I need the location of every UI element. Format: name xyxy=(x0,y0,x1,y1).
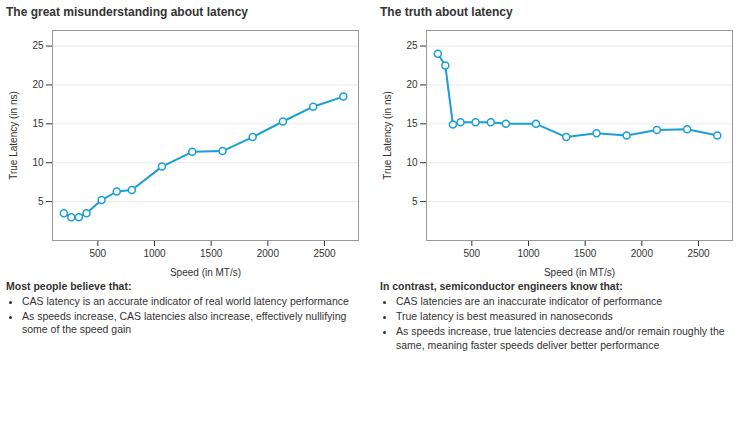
html-text:As speeds increase, CAS latenc: As speeds increase, CAS latencies also i… xyxy=(22,310,347,336)
svg-text:500: 500 xyxy=(463,248,480,259)
svg-text:1500: 1500 xyxy=(200,248,223,259)
html-text:The great misunderstanding abo: The great misunderstanding about latency xyxy=(6,5,248,19)
svg-text:5: 5 xyxy=(38,196,44,207)
svg-text:1000: 1000 xyxy=(517,248,540,259)
html-text:Most people believe that:: Most people believe that: xyxy=(6,280,132,292)
html-text:CAS latency is an accurate ind: CAS latency is an accurate indicator of … xyxy=(22,295,349,308)
svg-text:2000: 2000 xyxy=(631,248,654,259)
svg-text:25: 25 xyxy=(32,40,44,51)
html-text:As speeds increase, true laten: As speeds increase, true latencies decre… xyxy=(396,325,725,351)
svg-text:15: 15 xyxy=(406,118,418,129)
svg-text:True Latency (in ns): True Latency (in ns) xyxy=(8,91,19,180)
svg-text:500: 500 xyxy=(89,248,106,259)
html-text:CAS latencies are an inaccurat: CAS latencies are an inaccurate indicato… xyxy=(396,295,663,308)
svg-text:1000: 1000 xyxy=(143,248,166,259)
svg-text:2500: 2500 xyxy=(687,248,710,259)
svg-text:True Latency (in ns): True Latency (in ns) xyxy=(382,91,393,180)
svg-text:20: 20 xyxy=(406,79,418,90)
svg-text:Speed (in MT/s): Speed (in MT/s) xyxy=(170,267,241,278)
svg-text:25: 25 xyxy=(406,40,418,51)
svg-text:5: 5 xyxy=(412,196,418,207)
svg-text:2500: 2500 xyxy=(313,248,336,259)
svg-text:1500: 1500 xyxy=(574,248,597,259)
svg-text:15: 15 xyxy=(32,118,44,129)
svg-text:2000: 2000 xyxy=(257,248,280,259)
svg-text:Speed (in MT/s): Speed (in MT/s) xyxy=(544,267,615,278)
html-text:The truth about latency: The truth about latency xyxy=(380,5,513,19)
svg-text:10: 10 xyxy=(406,157,418,168)
html-text:In contrast, semiconductor eng: In contrast, semiconductor engineers kno… xyxy=(380,280,623,292)
html-text:True latency is best measured: True latency is best measured in nanosec… xyxy=(396,310,613,323)
svg-text:20: 20 xyxy=(32,79,44,90)
svg-text:10: 10 xyxy=(32,157,44,168)
